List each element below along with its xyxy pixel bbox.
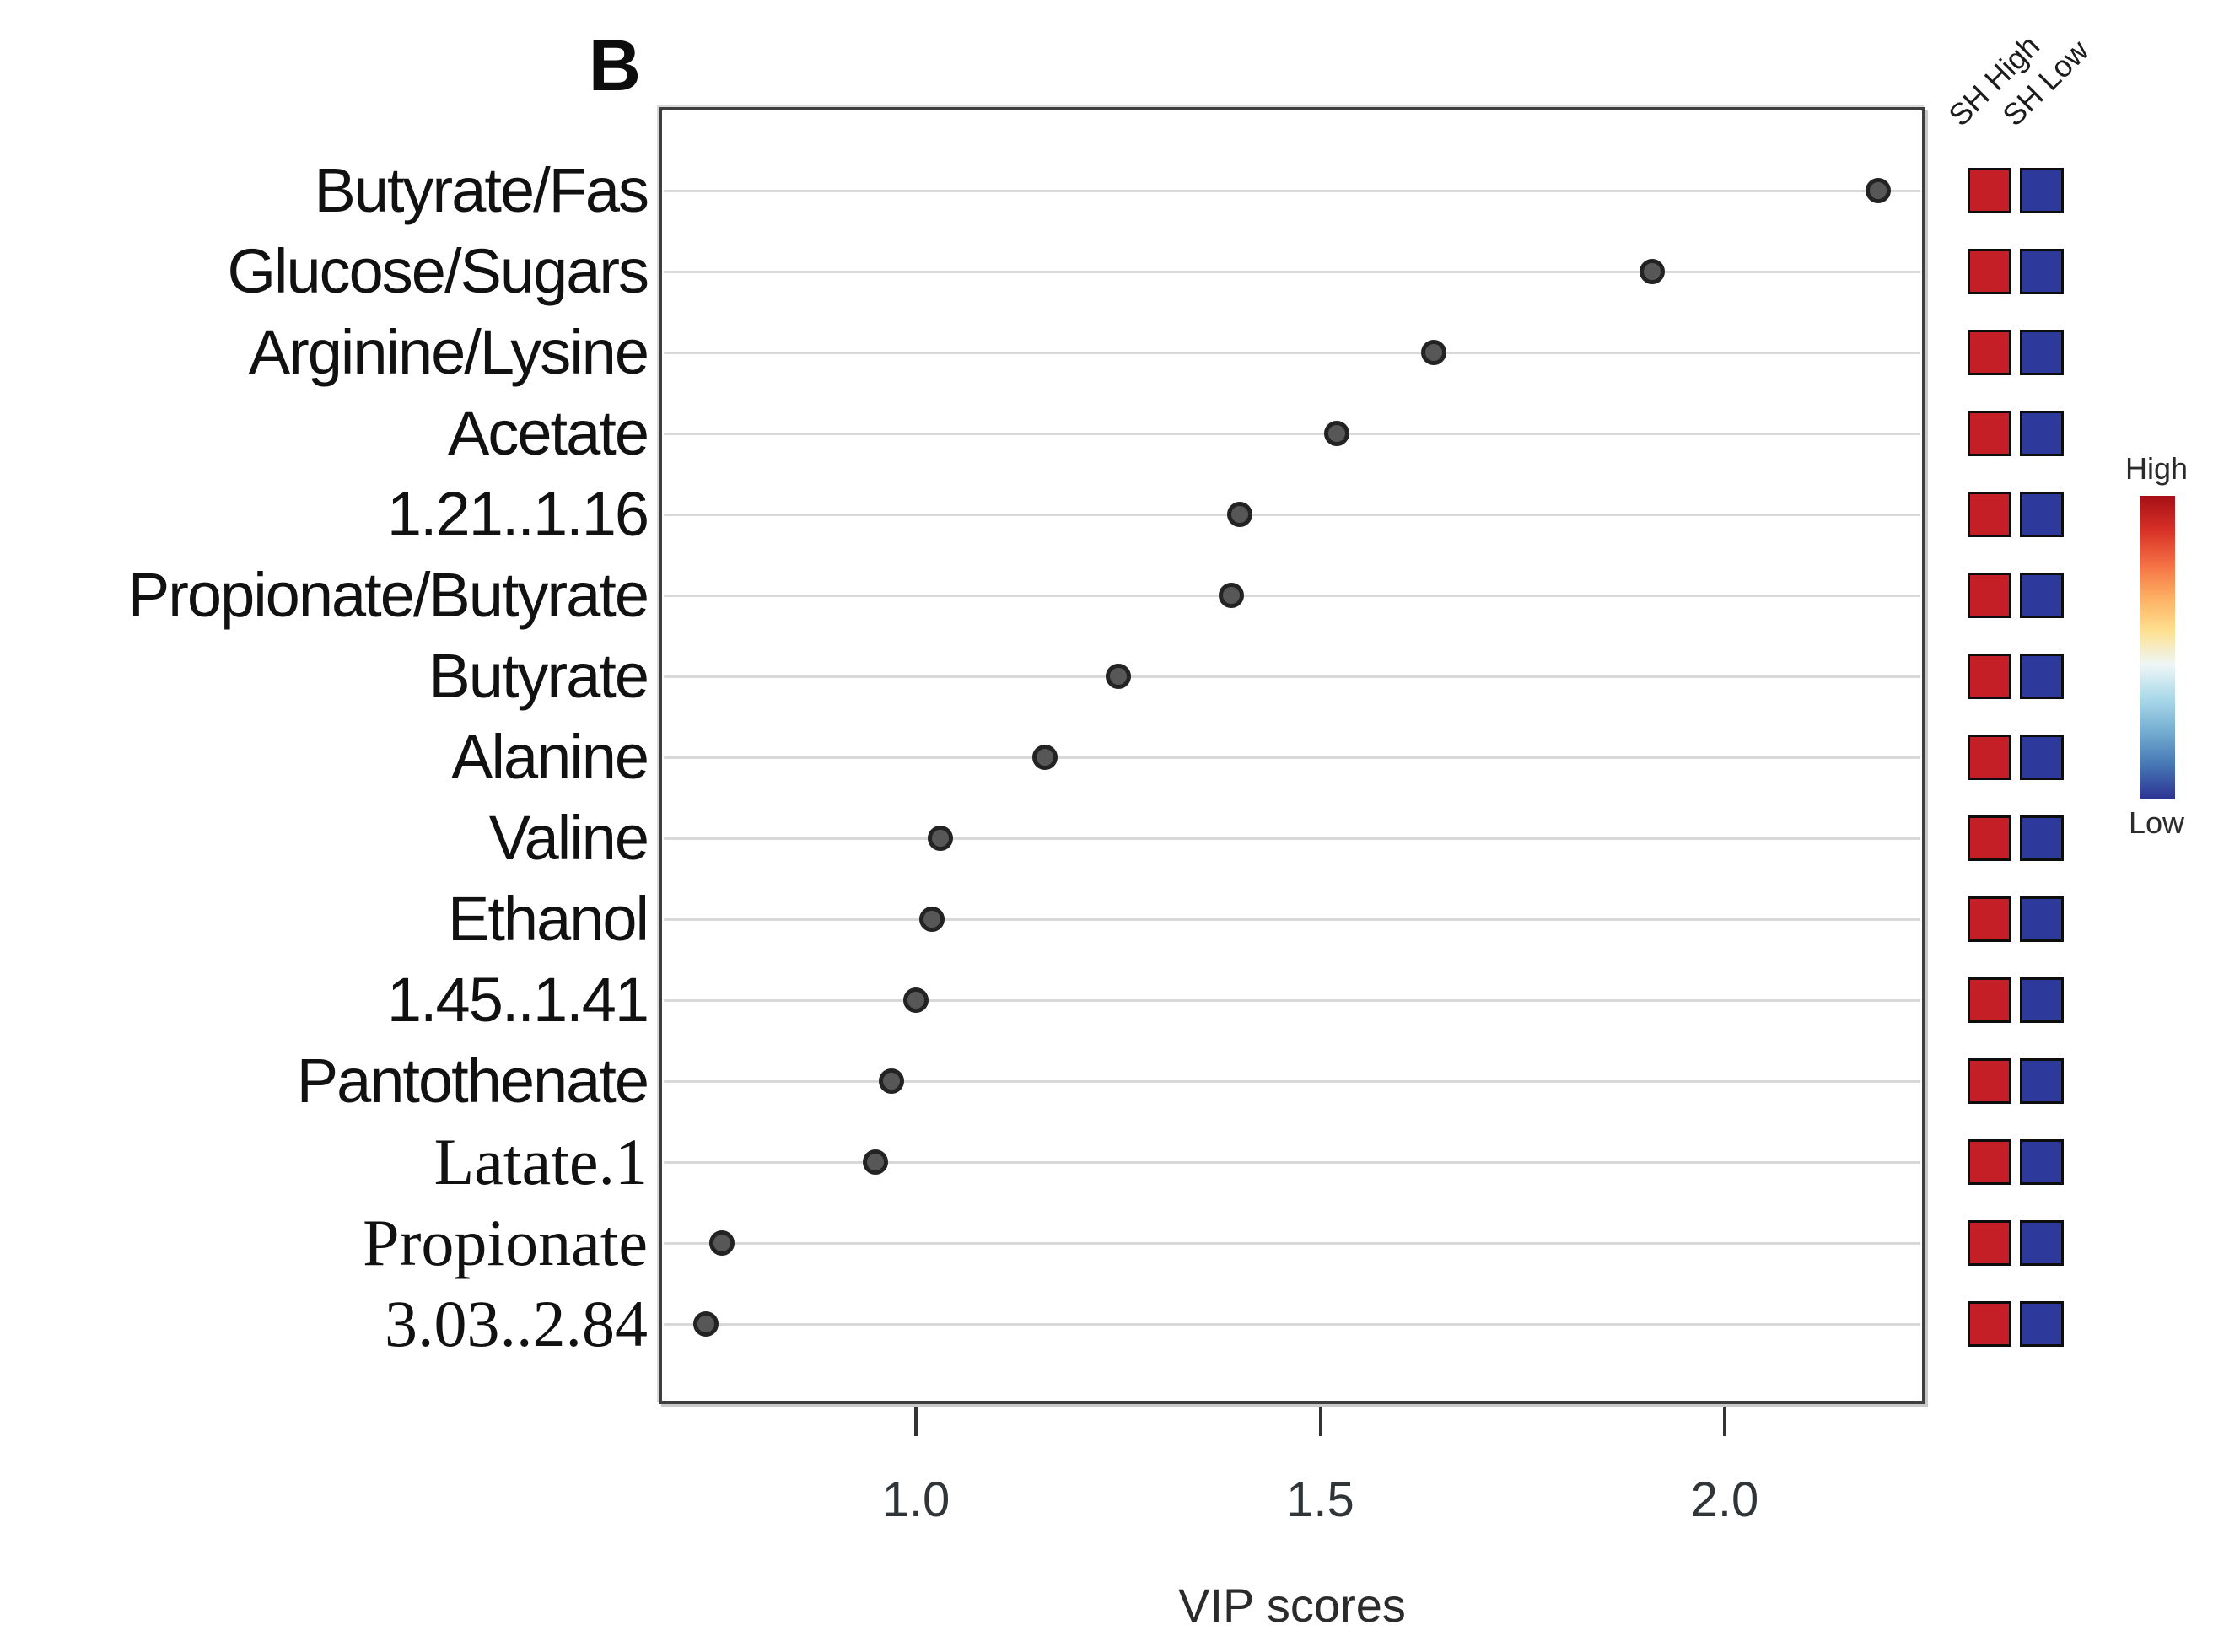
heatmap-cell-sh-low	[2020, 168, 2064, 213]
vip-dot	[1420, 340, 1446, 365]
heatmap-cell-sh-high	[1968, 330, 2011, 375]
vip-dot	[1219, 583, 1244, 608]
heatmap-cell-sh-low	[2020, 1058, 2064, 1104]
heatmap-cell-sh-high	[1968, 573, 2011, 618]
category-label: Valine	[488, 803, 649, 873]
category-label: Latate.1	[433, 1125, 648, 1198]
category-label: Glucose/Sugars	[227, 236, 650, 306]
heatmap-cell-sh-high	[1968, 654, 2011, 699]
heatmap-cell-sh-low	[2020, 249, 2064, 294]
heatmap-cell-sh-high	[1968, 1220, 2011, 1266]
heatmap-cell-sh-low	[2020, 815, 2064, 861]
row-gridline	[664, 1080, 1920, 1083]
heatmap-cell-sh-high	[1968, 168, 2011, 213]
heatmap-cell-sh-low	[2020, 330, 2064, 375]
category-label: Propionate/Butyrate	[127, 560, 649, 630]
row-gridline	[664, 190, 1920, 192]
vip-dot	[1866, 178, 1892, 203]
x-tick-mark	[1318, 1407, 1322, 1436]
category-label: Arginine/Lysine	[248, 317, 649, 387]
panel-label: B	[588, 25, 641, 106]
row-gridline	[664, 595, 1920, 597]
row-gridline	[664, 352, 1920, 354]
x-tick-mark	[914, 1407, 918, 1436]
heatmap-cell-sh-high	[1968, 815, 2011, 861]
category-label: Acetate	[448, 398, 649, 468]
heatmap-cell-sh-high	[1968, 249, 2011, 294]
colorbar-high-label: High	[2124, 451, 2189, 486]
colorbar-low-label: Low	[2128, 805, 2185, 840]
row-gridline	[664, 918, 1920, 921]
row-gridline	[664, 675, 1920, 678]
vip-dot	[708, 1230, 735, 1256]
row-gridline	[664, 433, 1920, 435]
vip-dot	[919, 907, 945, 932]
x-tick-label: 2.0	[1690, 1472, 1759, 1527]
vip-dot	[1323, 421, 1349, 446]
heatmap-cell-sh-high	[1968, 977, 2011, 1023]
plot-frame	[659, 107, 1925, 1404]
x-tick-mark	[1723, 1407, 1726, 1436]
vip-dot	[879, 1068, 905, 1094]
heatmap-cell-sh-low	[2020, 573, 2064, 618]
row-gridline	[664, 1161, 1920, 1164]
category-label: Butyrate/Fas	[314, 155, 649, 225]
row-gridline	[664, 271, 1920, 273]
colorbar-gradient	[2140, 496, 2175, 799]
category-label: Ethanol	[448, 884, 649, 954]
heatmap-cell-sh-low	[2020, 977, 2064, 1023]
category-label: Propionate	[363, 1206, 648, 1279]
category-label: Alanine	[451, 722, 649, 792]
heatmap-cell-sh-low	[2020, 411, 2064, 456]
heatmap-cell-sh-low	[2020, 1220, 2064, 1266]
vip-dot	[927, 826, 953, 851]
row-gridline	[664, 514, 1920, 516]
row-gridline	[664, 999, 1920, 1002]
row-gridline	[664, 837, 1920, 840]
category-label: Butyrate	[428, 641, 649, 711]
x-tick-label: 1.0	[881, 1472, 950, 1527]
heatmap-cell-sh-high	[1968, 1139, 2011, 1185]
heatmap-cell-sh-high	[1968, 896, 2011, 942]
heatmap-cell-sh-low	[2020, 492, 2064, 537]
heatmap-cell-sh-low	[2020, 735, 2064, 780]
heatmap-cell-sh-low	[2020, 896, 2064, 942]
heatmap-cell-sh-high	[1968, 1301, 2011, 1347]
row-gridline	[664, 1242, 1920, 1245]
vip-dot	[1639, 259, 1665, 284]
heatmap-cell-sh-high	[1968, 1058, 2011, 1104]
heatmap-cell-sh-low	[2020, 1139, 2064, 1185]
x-tick-label: 1.5	[1286, 1472, 1354, 1527]
vip-dot	[863, 1149, 889, 1175]
row-gridline	[664, 1323, 1920, 1326]
category-label: 1.45..1.41	[386, 965, 649, 1035]
heatmap-cell-sh-high	[1968, 492, 2011, 537]
heatmap-cell-sh-high	[1968, 735, 2011, 780]
heatmap-cell-sh-low	[2020, 654, 2064, 699]
x-axis-title: VIP scores	[1178, 1579, 1406, 1632]
heatmap-cell-sh-high	[1968, 411, 2011, 456]
category-label: Pantothenate	[296, 1046, 649, 1116]
row-gridline	[664, 756, 1920, 759]
heatmap-cell-sh-low	[2020, 1301, 2064, 1347]
vip-dot	[1032, 745, 1058, 770]
vip-dot	[1105, 664, 1131, 689]
category-label: 1.21..1.16	[386, 479, 649, 549]
category-label: 3.03..2.84	[385, 1287, 648, 1360]
vip-dot	[692, 1311, 719, 1337]
vip-dot	[1226, 502, 1252, 527]
vip-dot	[903, 987, 929, 1013]
